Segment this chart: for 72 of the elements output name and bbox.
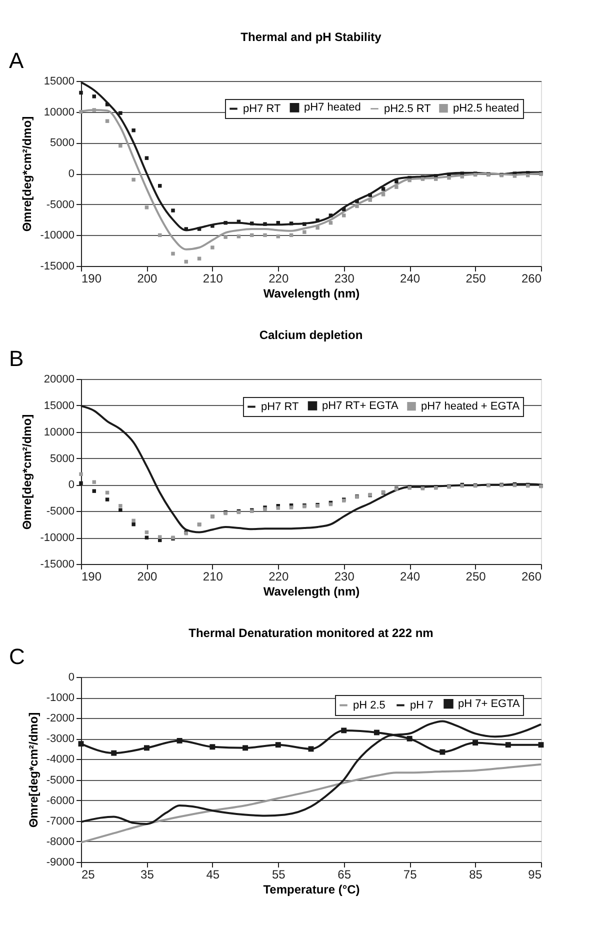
y-tick-label: 5000: [50, 137, 74, 150]
legend-label: pH 7: [410, 699, 434, 712]
x-tick-label: 190: [82, 272, 102, 286]
legend-label: pH 7+ EGTA: [458, 698, 521, 710]
y-tick-label: -9000: [46, 856, 74, 868]
y-tick-label: -10000: [40, 230, 74, 242]
legend-label: pH7 heated + EGTA: [421, 400, 520, 412]
y-tick-label: -3000: [46, 733, 74, 746]
y-axis-title: Θmre[deg*cm²/dmo]: [20, 414, 34, 530]
y-axis-title: Θmre[deg*cm²/dmo]: [20, 116, 34, 232]
x-tick-label: 240: [400, 272, 420, 286]
y-tick-label: -1000: [46, 692, 74, 704]
text: A: [9, 48, 24, 73]
legend-label: pH2.5 RT: [384, 102, 432, 115]
y-tick-label: -5000: [46, 774, 74, 786]
y-tick-label: 20000: [44, 374, 74, 386]
y-tick-label: -6000: [46, 794, 74, 807]
x-axis-title: Temperature (°C): [263, 882, 360, 896]
y-tick-label: 0: [68, 479, 74, 492]
x-tick-label: 210: [202, 570, 224, 584]
x-axis-title: Wavelength (nm): [263, 286, 360, 300]
y-tick-label: 10000: [44, 106, 74, 118]
x-tick-label: 260: [521, 272, 542, 286]
x-tick-label: 250: [466, 570, 486, 584]
x-tick-label: 200: [137, 272, 158, 286]
x-tick-label: 65: [338, 868, 352, 882]
y-tick-label: -5000: [46, 506, 74, 518]
chart-title: Thermal Denaturation monitored at 222 nm: [188, 626, 434, 640]
legend-label: pH7 RT+ EGTA: [322, 400, 399, 412]
x-tick-label: 250: [466, 272, 486, 286]
x-tick-label: 230: [334, 570, 355, 584]
x-tick-label: 240: [400, 570, 420, 584]
line-series: [80, 763, 542, 844]
x-tick-label: 25: [82, 868, 96, 882]
legend-label: pH7 RT: [261, 400, 299, 413]
x-tick-label: 95: [528, 868, 542, 882]
y-tick-label: 15000: [44, 76, 74, 88]
y-tick-label: -7000: [46, 815, 74, 828]
y-tick-label: -15000: [40, 558, 74, 570]
x-tick-label: 200: [137, 570, 158, 584]
x-tick-label: 45: [206, 868, 220, 882]
x-tick-label: 85: [469, 868, 483, 882]
x-tick-label: 55: [272, 868, 286, 882]
x-axis-title: Wavelength (nm): [263, 584, 360, 598]
y-tick-label: 10000: [44, 426, 74, 438]
y-axis-title: Θmre[deg*cm²/dmo]: [26, 712, 40, 828]
x-tick-label: 220: [268, 570, 289, 584]
y-tick-label: -10000: [40, 532, 74, 544]
chart-title: Calcium depletion: [259, 328, 363, 342]
legend-label: pH2.5 heated: [453, 102, 520, 114]
x-tick-label: 75: [403, 868, 418, 882]
y-tick-label: 15000: [44, 400, 74, 412]
y-tick-label: -8000: [46, 836, 74, 848]
legend-label: pH7 RT: [243, 102, 281, 115]
text: B: [9, 346, 24, 371]
text: C: [9, 644, 25, 669]
y-tick-label: -15000: [40, 260, 74, 272]
legend-label: pH 2.5: [353, 699, 386, 712]
x-tick-label: 190: [82, 570, 102, 584]
x-tick-label: 210: [202, 272, 224, 286]
x-tick-label: 230: [334, 272, 355, 286]
y-tick-label: -5000: [46, 198, 74, 211]
y-tick-label: 0: [68, 672, 74, 684]
y-tick-label: 5000: [50, 452, 74, 465]
y-tick-label: -2000: [46, 712, 74, 725]
x-tick-label: 220: [268, 272, 289, 286]
x-tick-label: 35: [140, 868, 154, 882]
chart-title: Thermal and pH Stability: [240, 30, 382, 44]
y-tick-label: -4000: [46, 754, 74, 766]
legend-label: pH7 heated: [304, 102, 361, 114]
y-tick-label: 0: [68, 168, 74, 180]
x-tick-label: 260: [521, 570, 542, 584]
